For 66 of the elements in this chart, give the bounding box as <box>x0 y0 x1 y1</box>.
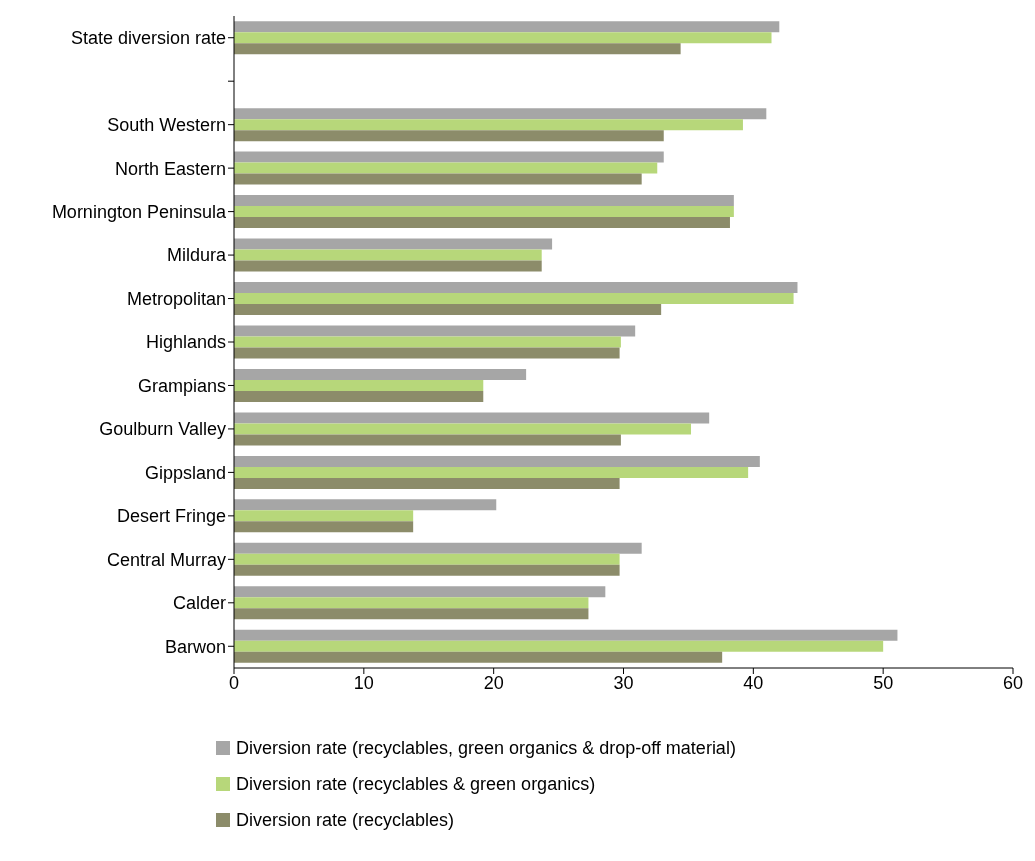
bar <box>234 586 606 598</box>
bar <box>234 304 662 316</box>
bar <box>234 564 620 576</box>
bar <box>234 282 798 294</box>
bar <box>234 260 542 272</box>
x-tick-label: 10 <box>353 672 374 693</box>
bar <box>234 629 898 641</box>
x-tick-label: 0 <box>228 672 240 693</box>
legend-label: Diversion rate (recyclables, green organics & drop-off material) <box>236 737 736 760</box>
legend-label: Diversion rate (recyclables & green organics) <box>236 773 596 796</box>
bar <box>234 206 734 218</box>
bar <box>234 119 743 131</box>
bar <box>234 325 636 337</box>
bar <box>234 542 642 554</box>
bar <box>234 390 484 402</box>
bar <box>234 521 414 533</box>
bar <box>234 173 642 185</box>
bar <box>234 412 710 424</box>
bar <box>234 217 730 229</box>
bar <box>234 130 664 142</box>
bar <box>234 336 621 348</box>
y-tick-label: State diversion rate <box>70 28 226 49</box>
bar <box>234 434 621 446</box>
bar <box>234 597 589 609</box>
bar <box>234 379 484 391</box>
bar <box>234 553 620 565</box>
y-tick-label: South Western <box>107 115 226 136</box>
y-tick-label: Mornington Peninsula <box>51 201 227 222</box>
bar <box>234 151 664 163</box>
bar <box>234 108 767 120</box>
x-tick-label: 50 <box>873 672 894 693</box>
bar <box>234 293 794 305</box>
bar <box>234 347 620 359</box>
bar <box>234 640 884 652</box>
y-tick-label: Barwon <box>164 636 226 657</box>
bar <box>234 249 542 261</box>
y-tick-label: Highlands <box>145 332 226 353</box>
bar <box>234 32 772 44</box>
y-tick-label: North Eastern <box>114 158 226 179</box>
y-tick-label: Metropolitan <box>126 288 226 309</box>
bar <box>234 423 692 435</box>
x-tick-label: 60 <box>1002 672 1024 693</box>
bar <box>234 466 749 478</box>
y-tick-label: Gippsland <box>144 462 226 483</box>
bar <box>234 510 414 522</box>
bar <box>234 651 723 663</box>
bar <box>234 238 553 250</box>
bar <box>234 499 497 511</box>
legend-label: Diversion rate (recyclables) <box>236 809 455 832</box>
bar <box>234 162 658 174</box>
y-tick-label: Grampians <box>137 375 226 396</box>
y-tick-label: Calder <box>172 593 226 614</box>
y-tick-label: Mildura <box>166 245 227 266</box>
y-tick-label: Desert Fringe <box>116 506 226 527</box>
bar <box>234 21 780 33</box>
bar <box>234 368 527 380</box>
y-tick-label: Central Murray <box>106 549 226 570</box>
bar <box>234 43 681 55</box>
x-tick-label: 30 <box>613 672 634 693</box>
bar <box>234 195 734 207</box>
bar <box>234 477 620 489</box>
x-tick-label: 40 <box>743 672 764 693</box>
y-tick-label: Goulburn Valley <box>99 419 226 440</box>
bar <box>234 455 760 467</box>
x-tick-label: 20 <box>483 672 504 693</box>
bar <box>234 608 589 620</box>
